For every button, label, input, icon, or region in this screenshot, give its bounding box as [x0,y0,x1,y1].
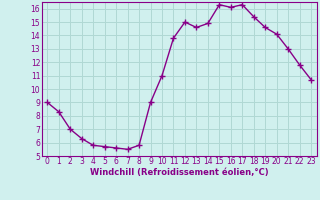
X-axis label: Windchill (Refroidissement éolien,°C): Windchill (Refroidissement éolien,°C) [90,168,268,177]
